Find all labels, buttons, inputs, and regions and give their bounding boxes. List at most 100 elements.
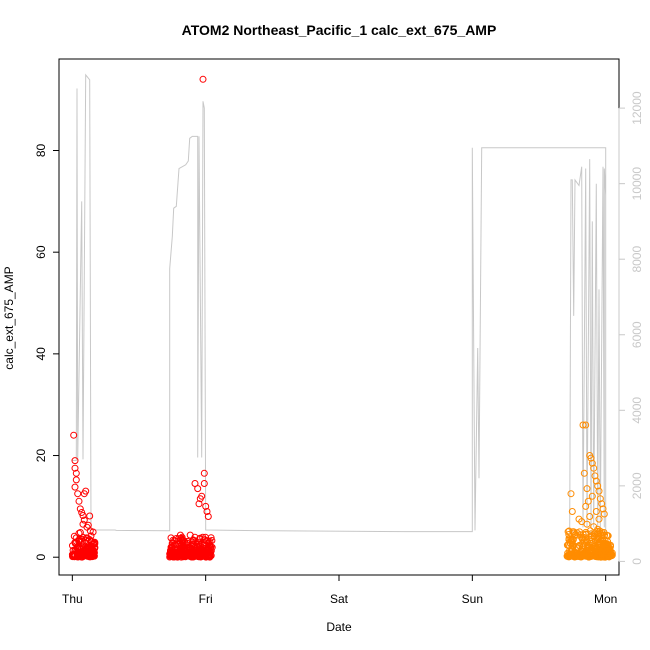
data-point (596, 495, 604, 503)
data-point (565, 535, 573, 542)
data-point (583, 485, 591, 493)
data-point (199, 75, 207, 83)
data-point (590, 545, 598, 553)
x-tick-label: Thu (62, 592, 83, 606)
right-y-axis: 0 2000 4000 6000 8000 10000 12000 (618, 91, 644, 565)
right-tick-label: 0 (630, 558, 644, 565)
data-point (186, 552, 194, 560)
data-point (84, 521, 92, 529)
data-point (179, 542, 187, 550)
data-point (86, 512, 94, 520)
data-point (206, 552, 214, 560)
right-tick-label: 12000 (630, 91, 644, 125)
data-point (200, 469, 208, 477)
data-point (185, 551, 193, 559)
x-axis: Thu Fri Sat Sun Mon (62, 574, 617, 606)
data-point (200, 480, 208, 487)
data-point (178, 546, 186, 554)
data-point (186, 545, 194, 553)
data-point (87, 553, 95, 560)
data-point (198, 492, 206, 500)
data-point (592, 508, 600, 515)
data-point (203, 537, 211, 545)
data-point (168, 543, 176, 551)
y-axis-label: calc_ext_675_AMP (2, 266, 16, 369)
data-point (80, 490, 88, 498)
data-point (593, 547, 601, 555)
data-point (568, 508, 576, 515)
data-point (79, 549, 87, 557)
data-point (166, 548, 174, 556)
data-point (78, 538, 86, 546)
data-point (605, 549, 613, 557)
data-point (182, 550, 190, 558)
data-point (584, 552, 592, 560)
data-point (573, 529, 581, 537)
data-point (598, 500, 606, 508)
data-point (587, 454, 595, 462)
data-point (586, 513, 594, 520)
data-point (79, 534, 87, 541)
data-point (591, 472, 599, 480)
data-point (579, 421, 587, 429)
data-point (600, 529, 608, 536)
data-point (197, 551, 205, 559)
data-point (203, 508, 211, 515)
data-point (86, 536, 93, 543)
left-tick-label: 40 (34, 347, 48, 361)
data-point (590, 464, 598, 472)
data-point (76, 505, 84, 513)
data-point (179, 536, 187, 544)
data-point (89, 551, 97, 558)
right-tick-label: 6000 (630, 321, 644, 348)
data-point (599, 505, 607, 513)
data-point (74, 490, 82, 498)
data-point (600, 510, 608, 518)
data-point (87, 532, 95, 540)
x-tick-label: Mon (594, 592, 617, 606)
data-point (83, 523, 91, 531)
data-point (189, 552, 197, 560)
data-point (69, 542, 76, 550)
data-point (79, 545, 87, 553)
data-point (202, 533, 209, 541)
left-tick-label: 0 (34, 554, 48, 561)
plot-frame (58, 58, 620, 576)
points-layer (68, 75, 616, 561)
data-point (205, 548, 213, 556)
data-point (578, 552, 586, 560)
right-tick-label: 10000 (630, 167, 644, 201)
data-point (594, 482, 602, 490)
data-point (573, 537, 581, 545)
data-point (598, 550, 606, 558)
data-point (172, 551, 179, 559)
data-point (75, 550, 83, 558)
left-y-axis: 0 20 40 60 80 (34, 144, 60, 561)
grey-series-line (72, 73, 607, 533)
data-point (174, 549, 182, 557)
data-point (567, 490, 575, 498)
data-point (586, 539, 594, 547)
right-tick-label: 8000 (630, 246, 644, 273)
left-tick-label: 20 (34, 449, 48, 463)
data-point (563, 541, 571, 549)
data-point (71, 483, 79, 491)
data-point (588, 492, 596, 500)
data-point (71, 464, 79, 472)
data-point (194, 485, 202, 493)
data-point (172, 535, 180, 542)
data-point (594, 525, 602, 533)
data-point (193, 552, 201, 560)
x-axis-label: Date (326, 620, 352, 634)
data-point (90, 541, 98, 548)
grey-line-layer (72, 73, 607, 533)
x-tick-label: Sat (330, 592, 349, 606)
x-tick-label: Fri (199, 592, 213, 606)
left-tick-label: 60 (34, 245, 48, 259)
x-tick-label: Sun (462, 592, 483, 606)
data-point (583, 520, 591, 528)
data-point (572, 544, 580, 551)
data-point (189, 536, 197, 544)
data-point (595, 515, 603, 523)
